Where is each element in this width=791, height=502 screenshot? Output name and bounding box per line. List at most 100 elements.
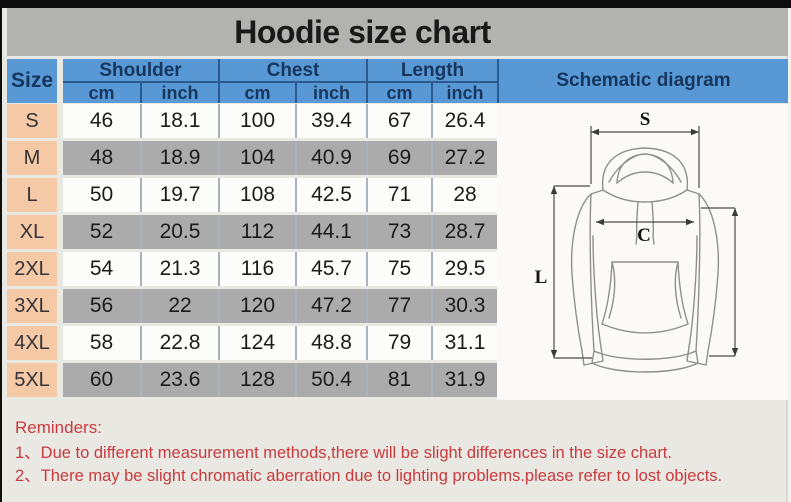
size-table-rows: S 46 18.1 100 39.4 67 26.4 M 48 18.9 104 40.9 69 27.2…: [7, 104, 497, 400]
unit-header-chest-cm: cm: [220, 83, 297, 103]
size-label-cell: L: [7, 178, 57, 212]
measurement-cell: 75: [368, 252, 433, 286]
measurement-cell: 20.5: [142, 215, 220, 249]
measurement-cell: 108: [220, 178, 297, 212]
measurement-cell: 21.3: [142, 252, 220, 286]
measurement-cell: 26.4: [444, 109, 486, 132]
measurement-cells: 50 19.7 108 42.5 71 28: [63, 178, 497, 212]
unit-header-length-inch: inch: [446, 83, 484, 103]
measurement-cell: 60: [63, 363, 142, 397]
unit-header-length-cm: cm: [368, 83, 433, 103]
measurement-cell: 67: [368, 104, 433, 138]
group-header-shoulder: Shoulder: [63, 59, 220, 81]
measurement-cell: 44.1: [297, 215, 368, 249]
unit-header-shoulder-inch: inch: [142, 83, 220, 103]
table-row: 5XL 60 23.6 128 50.4 81 31.9: [7, 363, 497, 397]
measurement-cell: 104: [220, 141, 297, 175]
table-row: S 46 18.1 100 39.4 67 26.4: [7, 104, 497, 138]
group-header-length: Length: [400, 60, 465, 81]
unit-header-chest-inch: inch: [297, 83, 368, 103]
size-label-cell: XL: [7, 215, 57, 249]
measurement-cell: 27.2: [444, 146, 486, 169]
table-row: 4XL 58 22.8 124 48.8 79 31.1: [7, 326, 497, 360]
measurement-cell: 22.8: [142, 326, 220, 360]
measurement-cells: 56 22 120 47.2 77 30.3: [63, 289, 497, 323]
measurement-cells: 58 22.8 124 48.8 79 31.1: [63, 326, 497, 360]
measurement-cell: 31.1: [444, 331, 486, 354]
measurement-cells: 48 18.9 104 40.9 69 27.2: [63, 141, 497, 175]
measurement-cell: 81: [368, 363, 433, 397]
top-edge-bar: [0, 0, 791, 8]
schematic-header: Schematic diagram: [497, 59, 788, 103]
measurement-cell: 128: [220, 363, 297, 397]
measurement-cell: 19.7: [142, 178, 220, 212]
measurement-cell: 100: [220, 104, 297, 138]
measurement-cells: 54 21.3 116 45.7 75 29.5: [63, 252, 497, 286]
table-row: L 50 19.7 108 42.5 71 28: [7, 178, 497, 212]
reminder-item-2: 2、There may be slight chromatic aberrati…: [15, 467, 723, 485]
size-label-cell: 4XL: [7, 326, 57, 360]
measurement-cell: 71: [368, 178, 433, 212]
size-column-header: Size: [7, 59, 57, 103]
unit-header-shoulder-cm: cm: [63, 83, 142, 103]
measurement-cells: 46 18.1 100 39.4 67 26.4: [63, 104, 497, 138]
schematic-label-length: L: [535, 267, 548, 288]
measurement-cell: 52: [63, 215, 142, 249]
dimension-lines: [553, 126, 736, 359]
measurement-cells: 52 20.5 112 44.1 73 28.7: [63, 215, 497, 249]
measurement-cell: 47.2: [297, 289, 368, 323]
measurement-cell: 50.4: [297, 363, 368, 397]
measurement-cell: 124: [220, 326, 297, 360]
measurement-cell: 77: [368, 289, 433, 323]
measurement-cell: 58: [63, 326, 142, 360]
table-row: 2XL 54 21.3 116 45.7 75 29.5: [7, 252, 497, 286]
measurement-cell: 56: [63, 289, 142, 323]
measurement-cell: 31.9: [444, 368, 486, 391]
measurement-cells: 60 23.6 128 50.4 81 31.9: [63, 363, 497, 397]
measurement-cell: 40.9: [297, 141, 368, 175]
schematic-label-shoulder: S: [640, 109, 651, 130]
group-header-chest: Chest: [220, 59, 368, 81]
measurement-cell: 18.9: [142, 141, 220, 175]
hoodie-schematic-svg: S C L: [535, 109, 739, 373]
size-label-cell: S: [7, 104, 57, 138]
measurement-cell: 50: [63, 178, 142, 212]
measurement-cell: 46: [63, 104, 142, 138]
measurement-cell: 48.8: [297, 326, 368, 360]
hoodie-outline: [570, 147, 720, 373]
measurement-cell: 42.5: [297, 178, 368, 212]
group-header-row: Shoulder Chest Length: [63, 59, 497, 81]
measurement-cell: 120: [220, 289, 297, 323]
measurement-header: Shoulder Chest Length cm inch cm inch cm…: [63, 59, 497, 103]
measurement-cell: 69: [368, 141, 433, 175]
table-row: M 48 18.9 104 40.9 69 27.2: [7, 141, 497, 175]
size-label-cell: 5XL: [7, 363, 57, 397]
measurement-cell: 73: [368, 215, 433, 249]
reminders: Reminders: 1、Due to different measuremen…: [15, 417, 785, 488]
measurement-cell: 22: [142, 289, 220, 323]
table-row: XL 52 20.5 112 44.1 73 28.7: [7, 215, 497, 249]
dimension-arrowheads: [550, 128, 739, 358]
measurement-cell: 30.3: [444, 294, 486, 317]
left-edge-bar: [0, 0, 2, 502]
measurement-cell: 28: [453, 183, 477, 206]
size-label-cell: 3XL: [7, 289, 57, 323]
measurement-cell: 45.7: [297, 252, 368, 286]
size-chart-card: Hoodie size chart Size Shoulder Chest Le…: [2, 8, 788, 502]
measurement-cell: 28.7: [444, 220, 486, 243]
measurement-cell: 79: [368, 326, 433, 360]
measurement-cell: 29.5: [444, 257, 486, 280]
size-label-cell: 2XL: [7, 252, 57, 286]
unit-header-row: cm inch cm inch cm inch: [63, 81, 497, 103]
reminder-item-1: 1、Due to different measurement methods,t…: [15, 444, 672, 462]
measurement-cell: 116: [220, 252, 297, 286]
schematic-label-chest: C: [637, 225, 651, 246]
measurement-cell: 23.6: [142, 363, 220, 397]
measurement-cell: 54: [63, 252, 142, 286]
measurement-cell: 18.1: [142, 104, 220, 138]
table-row: 3XL 56 22 120 47.2 77 30.3: [7, 289, 497, 323]
schematic-diagram: S C L: [497, 104, 788, 400]
reminders-heading: Reminders:: [15, 418, 102, 437]
measurement-cell: 39.4: [297, 104, 368, 138]
